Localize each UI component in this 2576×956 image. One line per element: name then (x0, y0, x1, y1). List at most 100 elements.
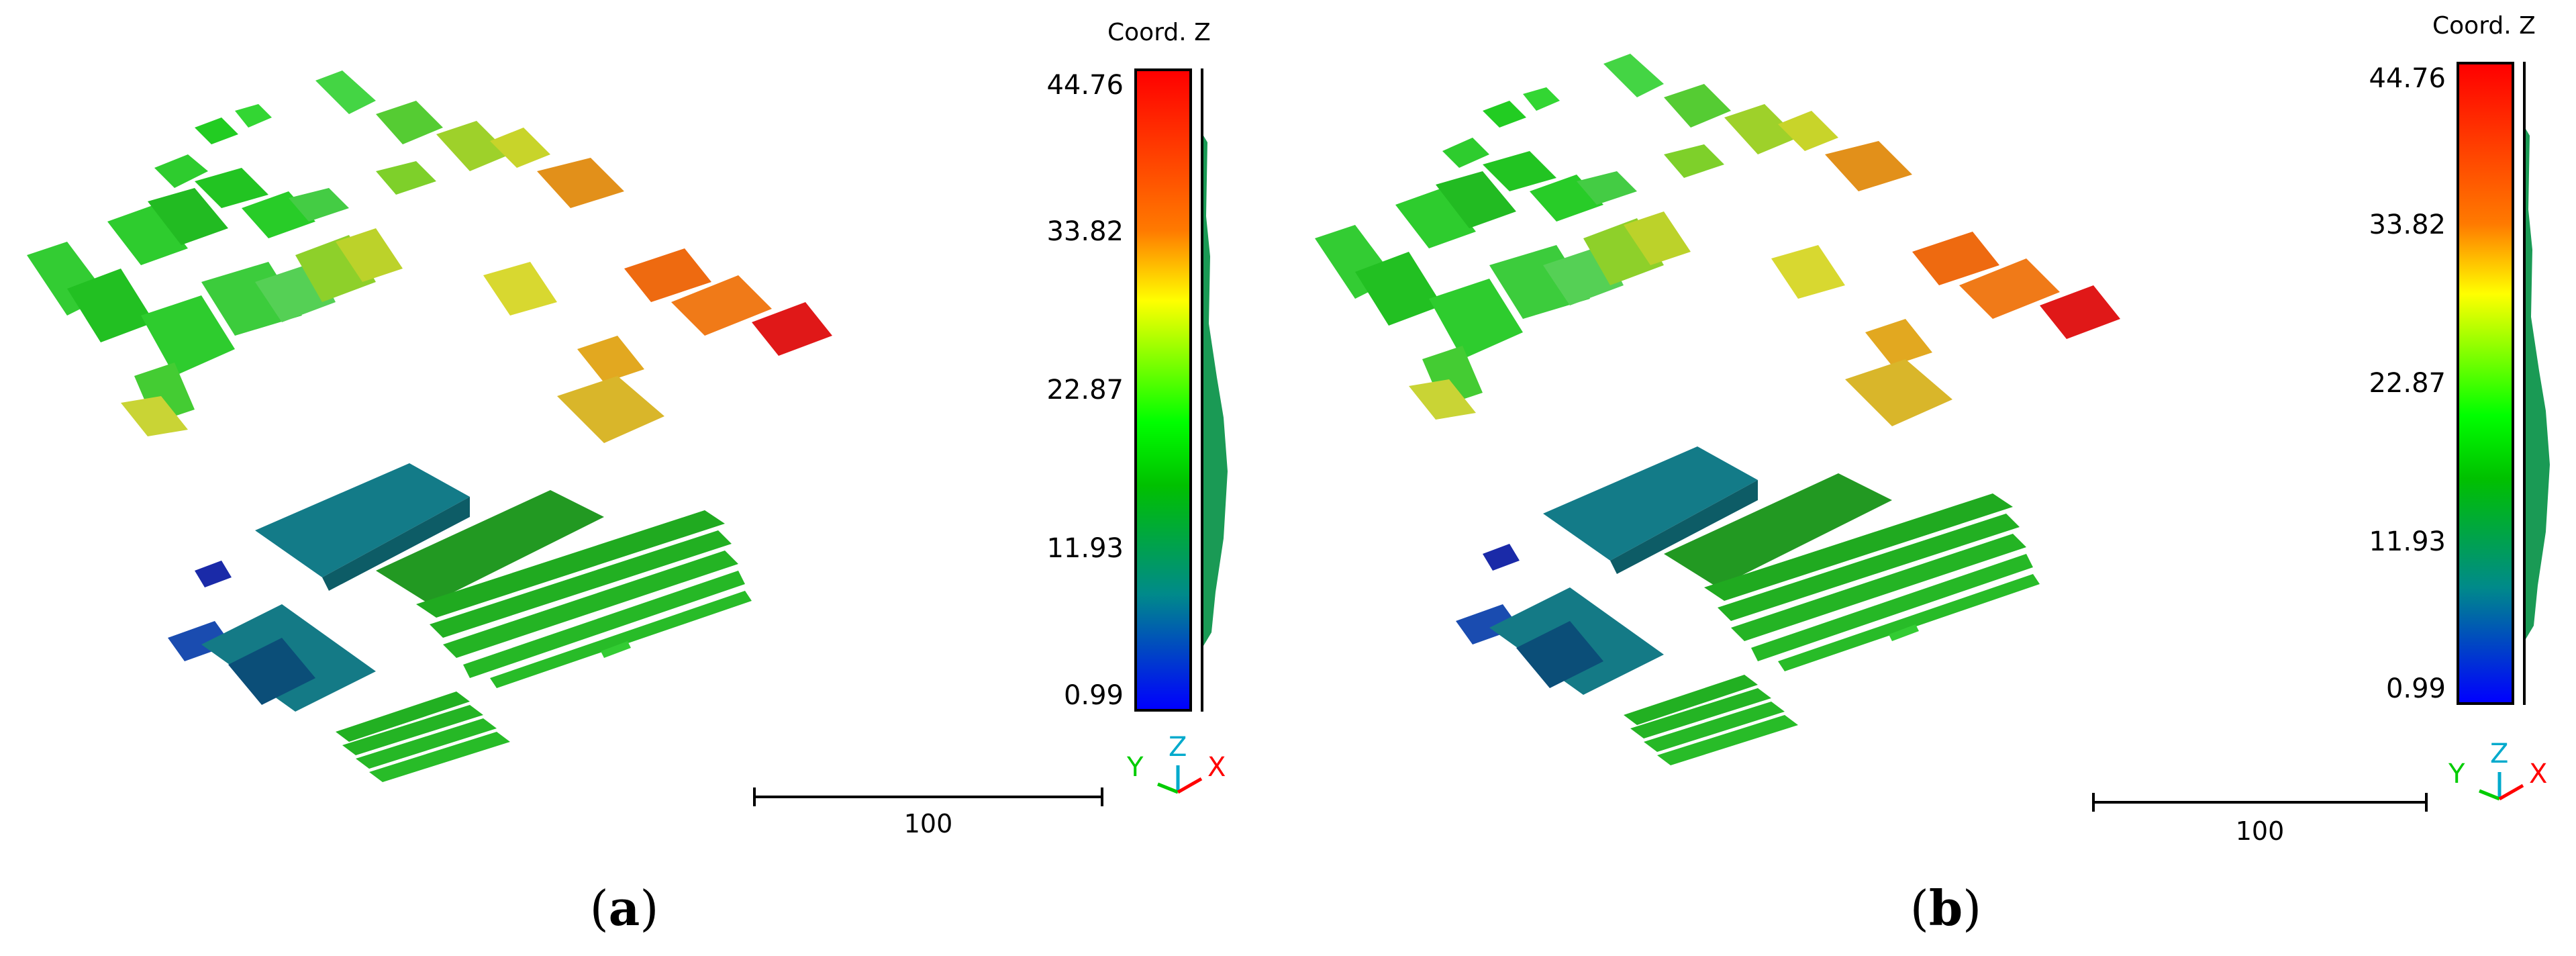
building-green (1395, 188, 1476, 248)
building-green (1483, 151, 1556, 191)
building-orange-yellow (1845, 359, 1952, 426)
building-orange (1825, 141, 1912, 191)
axis-triad-icon (1157, 765, 1203, 794)
panel-letter: b (1928, 879, 1963, 937)
axis-triad: Y Z X (1124, 732, 1232, 806)
tick-label-min: 0.99 (2385, 673, 2446, 704)
building-yellow (121, 396, 188, 436)
building-green (289, 188, 349, 222)
building-green (195, 168, 268, 208)
shed-row-green (1644, 702, 1785, 752)
point-cloud-view (1315, 54, 2120, 765)
building-green (154, 154, 208, 188)
building-green (67, 269, 154, 342)
axis-triad: Y Z X (2446, 738, 2553, 812)
building-orange (1912, 232, 1999, 285)
shed-row-green (1751, 554, 2033, 661)
building-red (2040, 285, 2120, 339)
small-block-blue (1483, 544, 1520, 571)
shed-row-green (336, 691, 470, 742)
shed-row-green (1718, 514, 2020, 621)
tick-label: 22.87 (1046, 375, 1124, 405)
building-cluster-lower (168, 463, 752, 782)
panel-b: Coord. Z 44.76 33.82 22.87 11.93 0.99 10… (1288, 0, 2576, 956)
tick-label: 11.93 (2369, 526, 2446, 557)
axis-triad-icon (2479, 772, 2524, 801)
shed-row-green (1657, 715, 1798, 765)
shed-row-green (356, 718, 497, 769)
long-roof-teal (255, 463, 470, 577)
building-orange-yellow (557, 376, 664, 443)
shed-row-green (1630, 688, 1771, 738)
building-orange-yellow (577, 336, 644, 383)
shed-row-green (1778, 574, 2040, 671)
axis-y-label: Y (1127, 752, 1144, 783)
building-orange (1959, 258, 2060, 319)
scale-bar (2092, 793, 2428, 812)
building-green (1664, 84, 1731, 128)
building-green (376, 101, 443, 144)
scale-bar-label: 100 (903, 809, 953, 839)
building-yellow (1771, 245, 1845, 299)
building-green (1436, 171, 1516, 228)
scale-bar (753, 787, 1103, 806)
histogram-axis (1201, 68, 1203, 712)
building-yellow (1624, 211, 1691, 265)
tick-label-min: 0.99 (1063, 680, 1124, 711)
tick-label: 11.93 (1046, 533, 1124, 564)
shed-row-green (430, 530, 732, 638)
shed-row-green (490, 591, 752, 688)
building-orange-yellow (1865, 319, 1932, 366)
small-strip-green (601, 641, 631, 658)
small-strip-green (1889, 624, 1919, 641)
building-green (235, 104, 272, 128)
color-scale-bar (2457, 62, 2514, 705)
tick-label: 22.87 (2369, 368, 2446, 399)
value-histogram (2526, 129, 2550, 639)
small-block-blue (195, 561, 232, 587)
building-green (376, 161, 436, 195)
axis-y-label: Y (2448, 759, 2465, 790)
building-green (1664, 144, 1724, 178)
scalar-field-title: Coord. Z (1107, 19, 1211, 46)
color-scale-bar (1134, 68, 1192, 712)
shed-row-green (369, 732, 510, 782)
building-cluster-upper (1315, 54, 2120, 426)
shed-row-green (443, 551, 738, 658)
axis-z-label: Z (2490, 738, 2509, 769)
shed-row-green (1624, 675, 1758, 725)
building-green (107, 205, 188, 265)
long-hall-green (376, 490, 604, 604)
building-green (1429, 279, 1523, 359)
complex-dark (1516, 621, 1603, 688)
shed-row-green (463, 571, 745, 678)
building-orange (671, 275, 772, 336)
panel-a: Coord. Z 44.76 33.82 22.87 11.93 0.99 10… (27, 19, 1232, 937)
building-orange (537, 158, 624, 208)
building-yellow (1409, 379, 1476, 420)
building-yellow (483, 262, 557, 316)
building-green (1523, 87, 1560, 111)
shed-row-green (1731, 534, 2026, 641)
point-cloud-view (27, 70, 832, 782)
building-green (436, 121, 510, 171)
building-green (315, 70, 376, 114)
building-green (195, 117, 238, 144)
building-green (148, 188, 228, 245)
tick-label-max: 44.76 (1046, 70, 1124, 101)
tick-label: 33.82 (2369, 209, 2446, 240)
panel-caption: (a) (589, 879, 659, 937)
long-roof-teal (1543, 446, 1758, 561)
scalar-field-title: Coord. Z (2432, 12, 2536, 40)
building-green (1603, 54, 1664, 97)
building-green (1483, 101, 1526, 128)
scale-bar-label: 100 (2235, 816, 2285, 846)
building-yellow (336, 228, 403, 282)
building-cluster-upper (27, 70, 832, 443)
block-teal (1456, 604, 1520, 644)
building-cluster-lower (1456, 446, 2040, 765)
shed-row-green (342, 705, 483, 755)
long-hall-green (1664, 473, 1892, 587)
shed-row-green (1704, 493, 2013, 601)
histogram-axis (2523, 62, 2526, 705)
